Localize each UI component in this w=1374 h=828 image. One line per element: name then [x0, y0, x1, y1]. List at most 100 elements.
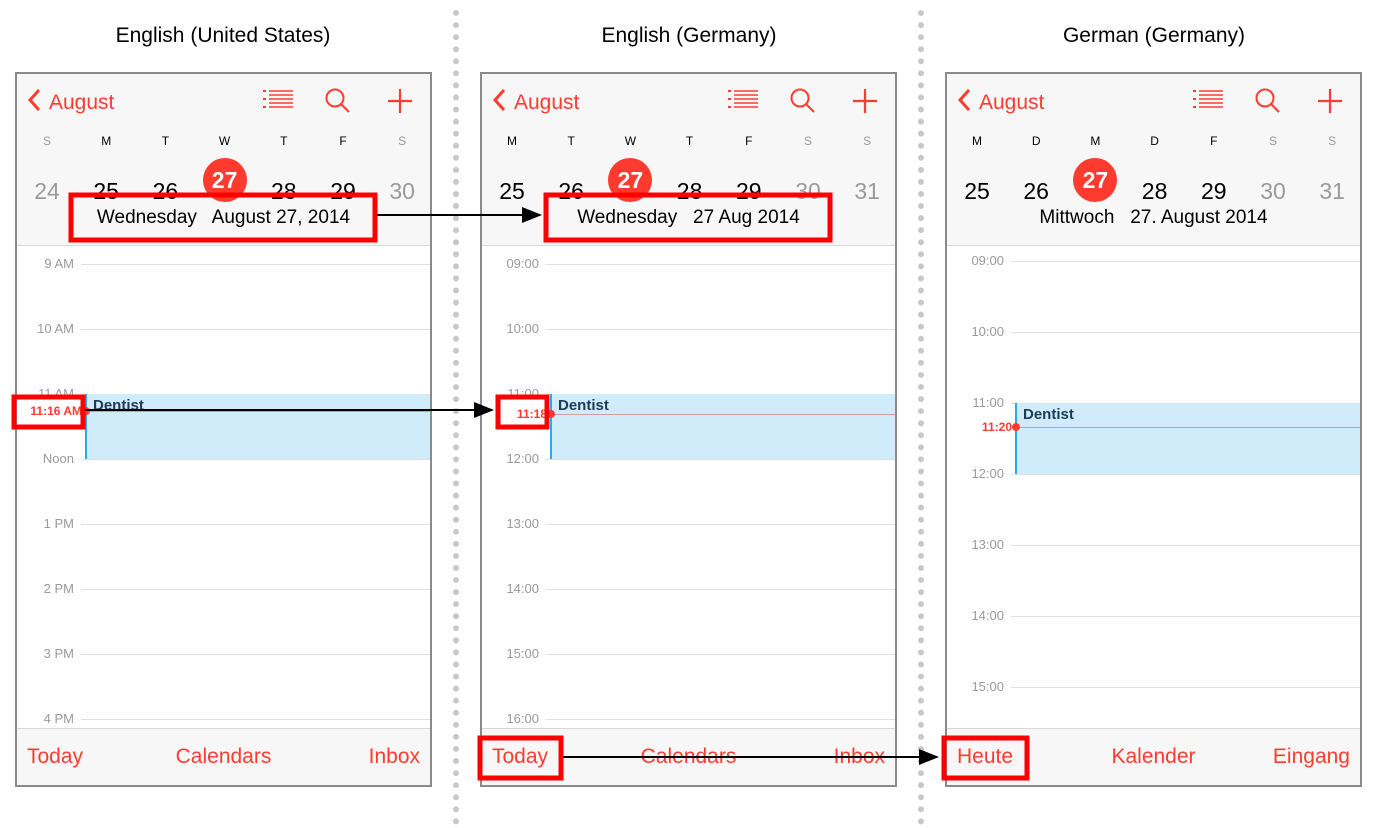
weekday-label: T: [567, 134, 575, 148]
hour-label: 4 PM: [43, 711, 74, 726]
back-button[interactable]: August: [27, 88, 114, 115]
hour-row: 10:00: [947, 324, 1360, 339]
bottom-toolbar: Today Calendars Inbox: [17, 728, 430, 785]
current-time-line: [87, 411, 430, 413]
hour-row: 10 AM: [17, 321, 430, 336]
list-icon[interactable]: [728, 88, 758, 115]
inbox-button[interactable]: Eingang: [1272, 745, 1350, 768]
date-cell[interactable]: 30: [389, 178, 415, 204]
selected-date-label: Wednesday 27 Aug 2014: [577, 207, 800, 228]
date-cell[interactable]: 31: [1319, 178, 1345, 204]
event-block[interactable]: Dentist: [85, 394, 430, 459]
weekday-label: S: [863, 134, 872, 148]
hour-row: 3 PM: [17, 646, 430, 661]
hour-gridline: [81, 654, 430, 655]
plus-icon[interactable]: [1317, 88, 1343, 119]
hour-label: 10:00: [506, 321, 539, 336]
back-label: August: [979, 91, 1045, 114]
hour-label: 2 PM: [43, 581, 74, 596]
selected-date-label: Mittwoch 27. August 2014: [1039, 207, 1268, 228]
hour-label: 3 PM: [43, 646, 74, 661]
calendar-header: August M 25 D 26 M 27 D 28 F 29 S 30 S 31 Mittwoch 27. …: [947, 74, 1360, 246]
hour-label: 12:00: [971, 466, 1004, 481]
weekday-label: W: [218, 134, 231, 148]
hour-label: 1 PM: [43, 516, 74, 531]
current-time-dot: [547, 409, 555, 418]
date-cell[interactable]: 24: [34, 178, 60, 204]
calendar-screen-de-de: August M 25 D 26 M 27 D 28 F 29 S 30 S 31 Mittwoch 27. …: [945, 72, 1362, 787]
hour-gridline: [546, 719, 895, 720]
hour-gridline: [81, 459, 430, 460]
event-block[interactable]: Dentist: [1015, 403, 1360, 474]
date-cell[interactable]: 25: [964, 178, 990, 204]
event-block[interactable]: Dentist: [550, 394, 895, 459]
date-cell[interactable]: 29: [1201, 178, 1227, 204]
hour-row: 9 AM: [17, 256, 430, 271]
today-date[interactable]: 27: [202, 158, 247, 202]
hour-gridline: [81, 719, 430, 720]
hour-label: 09:00: [971, 253, 1004, 268]
event-title: Dentist: [1023, 406, 1074, 423]
calendars-button[interactable]: Kalender: [1111, 745, 1196, 768]
inbox-button[interactable]: Inbox: [833, 745, 885, 768]
date-cell[interactable]: 28: [1141, 178, 1168, 204]
search-icon[interactable]: [790, 88, 816, 119]
weekday-label: F: [745, 134, 753, 148]
back-button[interactable]: August: [957, 88, 1044, 115]
hour-label: 10:00: [971, 324, 1004, 339]
chevron-left-icon: [957, 88, 971, 112]
back-button[interactable]: August: [492, 88, 579, 115]
today-button[interactable]: Heute: [957, 745, 1014, 768]
list-icon[interactable]: [1193, 88, 1223, 115]
current-time-dot: [1012, 422, 1020, 431]
weekday-label: M: [1090, 134, 1101, 148]
inbox-button[interactable]: Inbox: [368, 745, 420, 768]
hour-gridline: [1011, 474, 1360, 475]
bottom-toolbar: Today Calendars Inbox: [482, 728, 895, 785]
hour-gridline: [546, 524, 895, 525]
weekday-label: S: [803, 134, 812, 148]
date-cell[interactable]: 31: [854, 178, 880, 204]
calendar-screen-en-de: August M 25 T 26 W 27 T 28 F 29 S 30 S 31 Wednesday 27 …: [480, 72, 897, 787]
weekday-label: D: [1150, 134, 1159, 148]
hour-label: 9 AM: [44, 256, 74, 271]
weekday-label: W: [624, 134, 637, 148]
hour-row: 15:00: [482, 646, 895, 661]
hour-row: 13:00: [482, 516, 895, 531]
search-icon[interactable]: [325, 88, 351, 119]
hour-row: 2 PM: [17, 581, 430, 596]
today-button[interactable]: Today: [27, 745, 84, 768]
today-date[interactable]: 27: [1073, 158, 1118, 202]
hour-gridline: [546, 264, 895, 265]
search-icon[interactable]: [1255, 88, 1281, 119]
weekday-label: M: [101, 134, 112, 148]
list-icon[interactable]: [263, 88, 293, 115]
hour-row: 09:00: [482, 256, 895, 271]
hour-row: 14:00: [482, 581, 895, 596]
hour-label: 10 AM: [37, 321, 74, 336]
date-cell[interactable]: 25: [499, 178, 525, 204]
current-time-label: 11:20: [981, 419, 1012, 434]
date-cell[interactable]: 30: [1260, 178, 1286, 204]
hour-gridline: [546, 654, 895, 655]
calendars-button[interactable]: Calendars: [640, 745, 737, 768]
calendars-button[interactable]: Calendars: [175, 745, 272, 768]
current-time-indicator: 11:18: [482, 407, 895, 421]
hour-gridline: [1011, 332, 1360, 333]
hour-gridline: [1011, 616, 1360, 617]
date-cell[interactable]: 26: [1023, 178, 1049, 204]
hour-row: 16:00: [482, 711, 895, 726]
weekday-label: S: [1268, 134, 1277, 148]
today-date[interactable]: 27: [608, 158, 653, 202]
hour-row: Noon: [17, 451, 430, 466]
hour-row: 15:00: [947, 679, 1360, 694]
plus-icon[interactable]: [852, 88, 878, 119]
current-time-label: 11:18: [516, 406, 547, 421]
today-button[interactable]: Today: [492, 745, 549, 768]
dotted-separator: [918, 10, 924, 825]
plus-icon[interactable]: [387, 88, 413, 119]
hour-gridline: [1011, 687, 1360, 688]
current-time-dot: [82, 407, 90, 416]
weekday-label: T: [685, 134, 694, 148]
selected-date-label: Wednesday August 27, 2014: [96, 207, 351, 228]
